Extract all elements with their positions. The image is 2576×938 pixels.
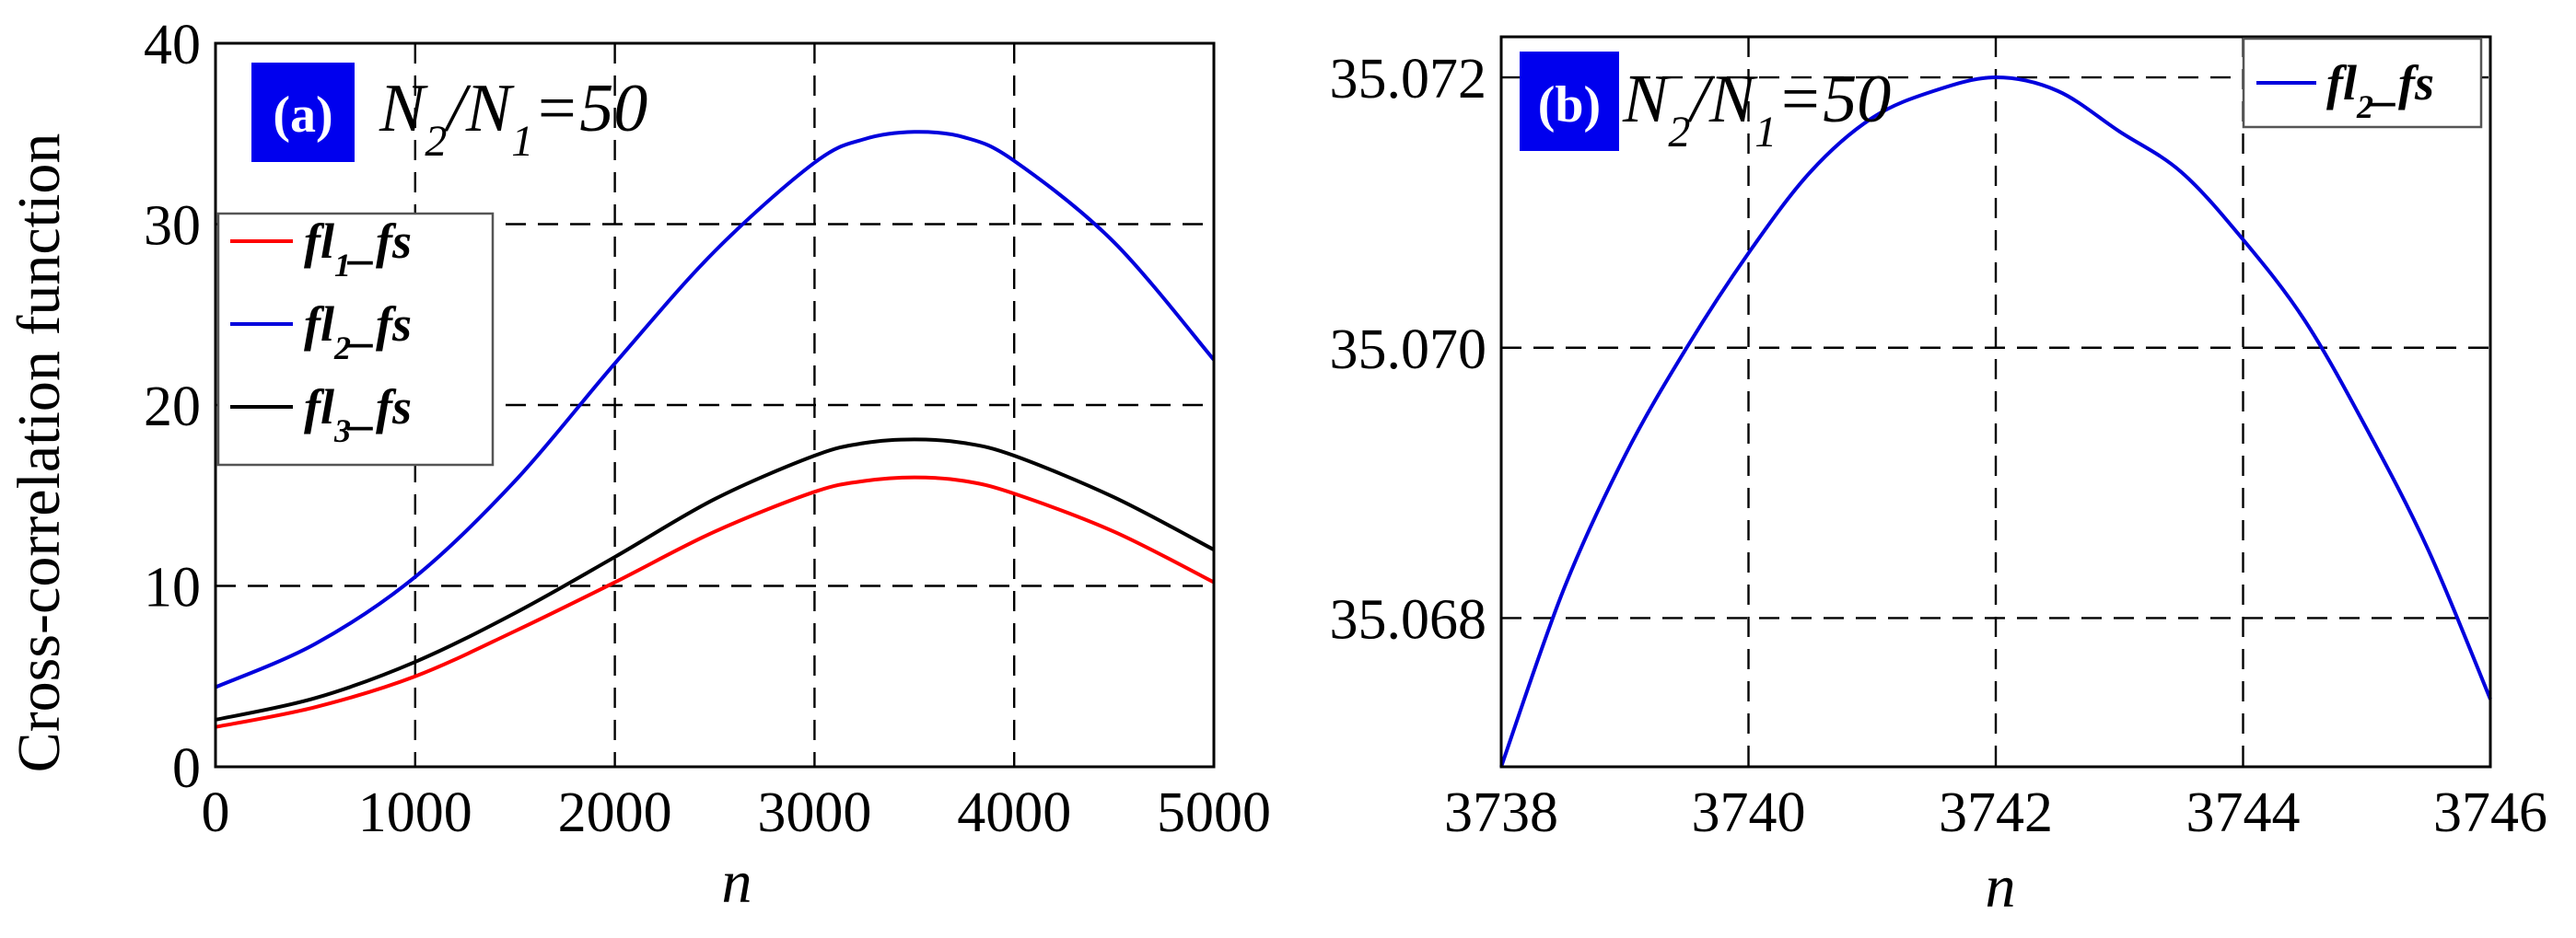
legend-label: fl2_fs — [2326, 55, 2434, 125]
x-tick-label: 3742 — [1939, 782, 2053, 844]
legend-label: fl1_fs — [304, 214, 412, 284]
x-tick-label: 3740 — [1692, 782, 1806, 844]
y-tick-label: 35.068 — [1330, 588, 1487, 651]
series-line-fl3-fs — [215, 437, 1215, 722]
x-tick-label: 2000 — [558, 782, 672, 844]
panel-b-ratio-annotation: N2/N1=50 — [1622, 62, 1891, 156]
x-tick-label: 3746 — [2433, 782, 2547, 844]
panel-b-y-ticks: 35.068 35.070 35.072 — [1330, 48, 1487, 651]
panel-b-x-ticks: 3738 3740 3742 3744 3746 — [1444, 782, 2547, 844]
panel-b-lines — [1499, 75, 2492, 768]
panel-a-y-axis-label: Cross-correlation function — [6, 133, 73, 773]
legend-label: fl2_fs — [304, 296, 412, 366]
x-tick-label: 3744 — [2186, 782, 2301, 844]
panel-b-x-axis-label: n — [1986, 853, 2016, 921]
panel-b-legend: fl2_fs — [2242, 37, 2483, 129]
x-tick-label: 3000 — [757, 782, 871, 844]
panel-a-ratio-annotation: N2/N1=50 — [379, 71, 647, 166]
y-tick-label: 35.070 — [1330, 318, 1487, 381]
x-tick-label: 3738 — [1444, 782, 1558, 844]
x-tick-label: 0 — [202, 782, 230, 844]
y-tick-label: 35.072 — [1330, 48, 1487, 110]
panel-a-label-box — [251, 63, 355, 162]
panel-a-label: (a) — [273, 87, 332, 144]
y-tick-label: 10 — [144, 557, 201, 620]
legend-label: fl3_fs — [304, 379, 412, 449]
panel-a-legend: fl1_fs fl2_fs fl3_fs — [216, 212, 495, 467]
panel-a-frame — [214, 41, 1216, 769]
panel-a-lines — [215, 130, 1216, 729]
panel-a-y-ticks: 0 10 20 30 40 — [144, 14, 201, 800]
y-tick-label: 30 — [144, 195, 201, 258]
panel-b-frame — [1499, 35, 2492, 769]
x-tick-label: 4000 — [957, 782, 1071, 844]
panel-b-grid — [1501, 37, 2490, 767]
series-line-fl2-fs — [1499, 75, 2492, 768]
panel-a-x-axis-label: n — [722, 849, 752, 916]
panel-a-legend-box — [216, 212, 495, 467]
panel-b-label-box — [1520, 52, 1619, 151]
series-line-fl2-fs — [215, 130, 1216, 689]
x-tick-label: 5000 — [1157, 782, 1271, 844]
y-tick-label: 20 — [144, 376, 201, 438]
x-tick-label: 1000 — [358, 782, 472, 844]
y-tick-label: 40 — [144, 14, 201, 76]
panel-a-x-ticks: 0 1000 2000 3000 4000 5000 — [202, 782, 1272, 844]
series-line-fl1-fs — [215, 475, 1215, 729]
panel-a: 0 1000 2000 3000 4000 5000 0 10 20 30 40 Cross-co… — [6, 14, 1271, 916]
panel-b-label: (b) — [1538, 76, 1601, 133]
panel-b: 3738 3740 3742 3744 3746 35.06835.07035.072 … — [1330, 35, 2547, 921]
y-tick-label: 0 — [172, 737, 201, 800]
